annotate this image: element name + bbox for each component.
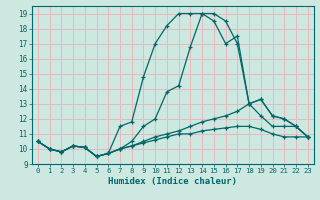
X-axis label: Humidex (Indice chaleur): Humidex (Indice chaleur) xyxy=(108,177,237,186)
